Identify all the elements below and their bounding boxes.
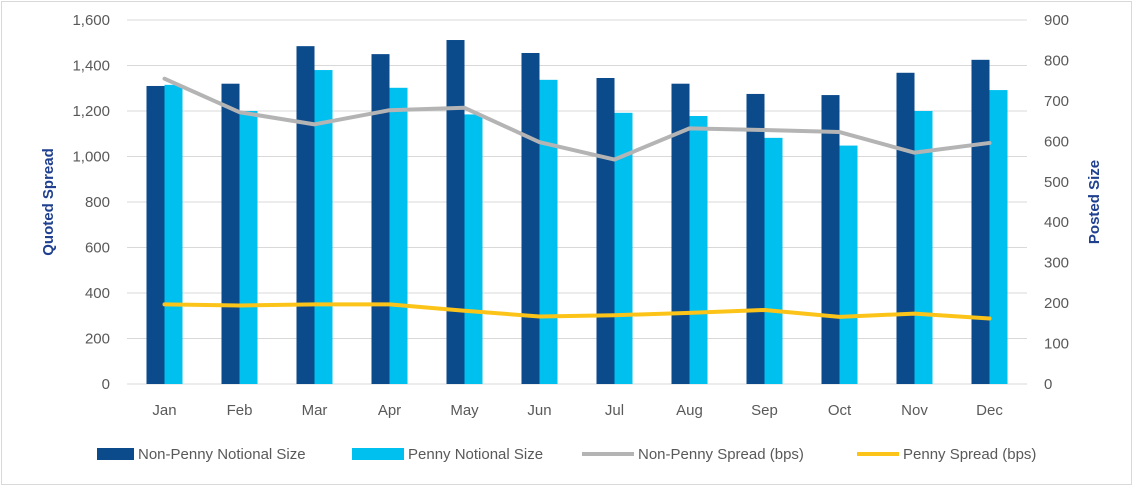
y-tick-label: 1,200 (72, 103, 110, 120)
legend-label: Penny Spread (bps) (903, 446, 1036, 463)
legend-label: Penny Notional Size (408, 446, 543, 463)
y2-tick-label: 800 (1044, 52, 1069, 69)
right-axis-ticks: 0 100 200 300 400 500 600 700 800 900 (1044, 12, 1069, 393)
x-axis-ticks: Jan Feb Mar Apr May Jun Jul Aug Sep Oct Nov Dec (152, 402, 1003, 419)
gridlines (127, 19, 1027, 385)
x-tick-label: May (450, 402, 479, 419)
bar-non-penny-notional (821, 95, 840, 384)
y-tick-label: 800 (85, 194, 110, 211)
y2-tick-label: 100 (1044, 336, 1069, 353)
y2-axis-title: Posted Size (1086, 160, 1103, 244)
x-tick-label: Sep (751, 402, 778, 419)
bar-non-penny-notional (371, 54, 390, 384)
x-tick-label: Jun (527, 402, 551, 419)
series-lines (162, 76, 992, 321)
line-penny-spread (162, 302, 992, 321)
y-axis-title: Quoted Spread (40, 148, 57, 256)
y2-tick-label: 900 (1044, 12, 1069, 29)
bar-non-penny-notional (596, 78, 615, 384)
legend-label: Non-Penny Notional Size (138, 446, 306, 463)
bar-non-penny-notional (296, 46, 315, 384)
bar-penny-notional (764, 137, 783, 384)
bar-penny-notional (989, 90, 1008, 384)
y-tick-label: 200 (85, 331, 110, 348)
bar-penny-notional (539, 79, 558, 385)
y-tick-label: 600 (85, 240, 110, 257)
left-axis-ticks: 0 200 400 600 800 1,000 1,200 1,400 1,600 (72, 12, 110, 393)
y-tick-label: 0 (102, 376, 110, 393)
bar-non-penny-notional (521, 52, 540, 385)
bar-non-penny-notional (446, 40, 465, 385)
bar-penny-notional (164, 84, 183, 385)
bar-non-penny-notional (896, 72, 915, 384)
bar-non-penny-notional (221, 83, 240, 384)
y2-tick-label: 400 (1044, 214, 1069, 231)
bar-penny-notional (314, 70, 333, 385)
line-non-penny-spread (162, 76, 992, 162)
x-tick-label: Apr (378, 402, 401, 419)
x-tick-label: Jan (152, 402, 176, 419)
bar-non-penny-notional (671, 83, 690, 384)
x-tick-label: Feb (227, 402, 253, 419)
y2-tick-label: 200 (1044, 295, 1069, 312)
y2-tick-label: 300 (1044, 255, 1069, 272)
y2-tick-label: 0 (1044, 376, 1052, 393)
bar-non-penny-notional (146, 85, 165, 384)
y-tick-label: 1,000 (72, 149, 110, 166)
bar-penny-notional (464, 114, 483, 384)
legend-label: Non-Penny Spread (bps) (638, 446, 804, 463)
bar-penny-notional (239, 111, 258, 384)
y-tick-label: 1,600 (72, 12, 110, 29)
x-tick-label: Dec (976, 402, 1003, 419)
x-tick-label: Oct (828, 402, 852, 419)
legend-swatch (352, 448, 404, 460)
x-tick-label: Nov (901, 402, 928, 419)
y2-tick-label: 700 (1044, 93, 1069, 110)
bar-penny-notional (389, 87, 408, 385)
bars (146, 40, 1008, 385)
y2-tick-label: 500 (1044, 174, 1069, 191)
y-tick-label: 400 (85, 285, 110, 302)
x-tick-label: Aug (676, 402, 703, 419)
x-tick-label: Mar (302, 402, 328, 419)
bar-non-penny-notional (971, 59, 990, 384)
y-tick-label: 1,400 (72, 58, 110, 75)
bar-penny-notional (689, 116, 708, 384)
y2-tick-label: 600 (1044, 133, 1069, 150)
legend-swatch (97, 448, 134, 460)
x-tick-label: Jul (605, 402, 624, 419)
bar-penny-notional (839, 145, 858, 384)
legend: Non-Penny Notional Size Penny Notional Si… (97, 446, 1036, 463)
bar-non-penny-notional (746, 93, 765, 384)
